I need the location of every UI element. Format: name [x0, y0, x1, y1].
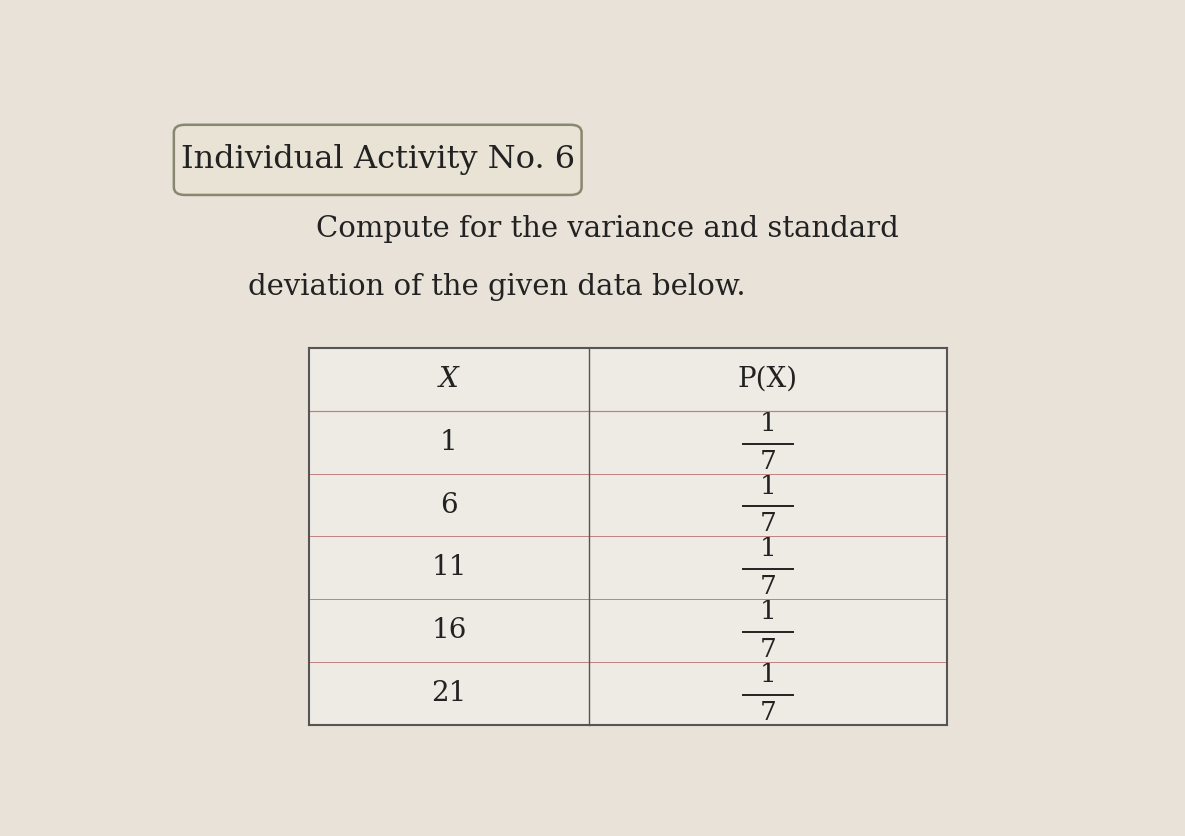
Text: Compute for the variance and standard: Compute for the variance and standard — [316, 215, 898, 243]
Text: 21: 21 — [431, 680, 467, 707]
Text: 1: 1 — [760, 599, 776, 624]
Text: 1: 1 — [760, 662, 776, 687]
Text: 11: 11 — [431, 554, 467, 581]
Text: 7: 7 — [760, 637, 776, 662]
FancyBboxPatch shape — [174, 125, 582, 195]
Text: X: X — [438, 366, 459, 393]
Text: Individual Activity No. 6: Individual Activity No. 6 — [180, 144, 575, 175]
Text: 7: 7 — [760, 574, 776, 599]
Text: 1: 1 — [440, 429, 457, 456]
Text: 7: 7 — [760, 512, 776, 537]
Text: deviation of the given data below.: deviation of the given data below. — [249, 273, 745, 301]
Text: 1: 1 — [760, 474, 776, 499]
Text: 16: 16 — [431, 617, 467, 644]
Bar — [309, 348, 947, 725]
Text: P(X): P(X) — [738, 366, 798, 393]
Text: 6: 6 — [440, 492, 457, 518]
Text: 7: 7 — [760, 700, 776, 725]
Text: 1: 1 — [760, 411, 776, 436]
Text: 7: 7 — [760, 449, 776, 474]
Text: 1: 1 — [760, 537, 776, 562]
